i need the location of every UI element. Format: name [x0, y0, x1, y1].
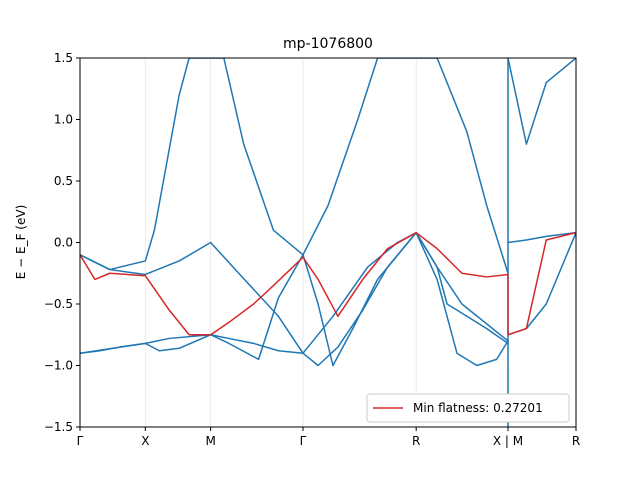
- y-tick-label-5: 1.0: [54, 113, 73, 127]
- plot-frame: [79, 57, 577, 428]
- series-line-band2: [80, 231, 509, 367]
- y-tick-label-6: 1.5: [54, 51, 73, 65]
- x-tick-label-3: Γ: [300, 434, 307, 448]
- y-tick-label-1: −1.0: [44, 359, 73, 373]
- chart-title: mp-1076800: [283, 36, 373, 52]
- plot-area: [80, 58, 576, 427]
- legend-box: [366, 393, 570, 423]
- x-tick-label-2: M: [205, 434, 215, 448]
- x-tick-label-6: R: [572, 434, 580, 448]
- series-line-band7: [507, 231, 576, 336]
- series-line-flat-band: [80, 231, 576, 336]
- y-tick-label-2: −0.5: [44, 297, 73, 311]
- series-line-band3: [80, 231, 509, 354]
- legend-label-flat-band: Min flatness: 0.27201: [413, 401, 543, 415]
- y-axis-label: E − E_F (eV): [14, 205, 28, 280]
- legend: Min flatness: 0.27201: [366, 393, 570, 423]
- axes: −1.5 −1.0 −0.5 0.0 0.5 1.0 1.5 Γ X M Γ R X | M R: [44, 51, 580, 448]
- x-tick-label-4: R: [412, 434, 420, 448]
- y-tick-label-3: 0.0: [54, 236, 73, 250]
- x-tick-label-1: X: [141, 434, 149, 448]
- series-line-band1: [80, 231, 509, 367]
- series-line-band5: [507, 58, 576, 145]
- x-tick-label-5: X | M: [493, 434, 523, 448]
- y-tick-label-0: −1.5: [44, 420, 73, 434]
- x-tick-label-0: Γ: [77, 434, 84, 448]
- series-line-band4: [80, 58, 509, 274]
- series-line-band6: [507, 231, 576, 244]
- y-tick-label-4: 0.5: [54, 174, 73, 188]
